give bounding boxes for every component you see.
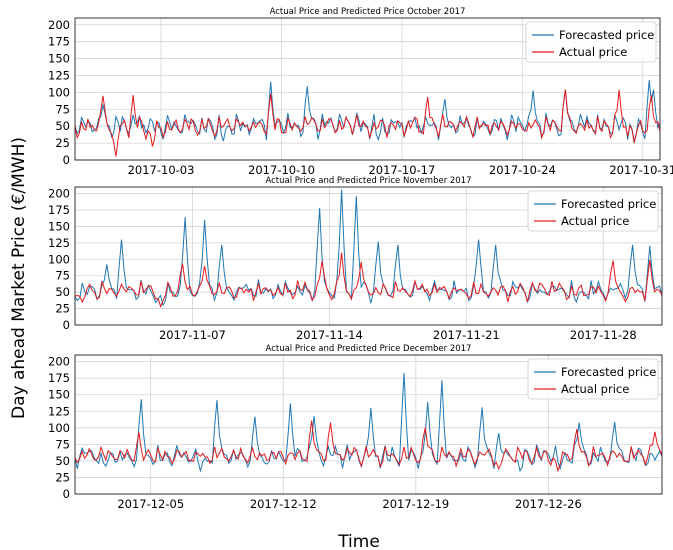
y-tick-label: 125 xyxy=(48,236,70,250)
series-line xyxy=(75,420,662,473)
chart-panel: Actual Price and Predicted Price Novembe… xyxy=(48,176,663,342)
plot-frame xyxy=(74,186,663,326)
x-tick-label: 2017-12-12 xyxy=(250,497,317,511)
y-tick-label: 0 xyxy=(63,487,70,501)
legend: Forecasted price Actual price xyxy=(527,358,659,400)
y-tick-label: 50 xyxy=(55,119,70,133)
y-axis-label: Day ahead Market Price (€/MWH) xyxy=(9,137,29,419)
legend: Forecasted price Actual price xyxy=(525,21,657,63)
legend-box xyxy=(525,21,657,63)
y-tick-label: 125 xyxy=(48,68,70,82)
y-tick-label: 0 xyxy=(63,318,70,332)
series-line xyxy=(75,80,660,142)
x-tick-label: 2017-12-19 xyxy=(382,497,449,511)
panel-title: Actual Price and Predicted Price October… xyxy=(270,7,466,17)
panel-title: Actual Price and Predicted Price Novembe… xyxy=(265,176,471,186)
y-tick-label: 150 xyxy=(48,388,70,402)
y-tick-label: 100 xyxy=(48,85,70,99)
x-tick-label: 2017-10-24 xyxy=(489,163,556,177)
y-tick-label: 75 xyxy=(55,437,70,451)
x-tick-label: 2017-11-28 xyxy=(570,328,637,342)
y-tick-label: 50 xyxy=(55,285,70,299)
legend-label: Actual price xyxy=(561,214,629,228)
legend-label: Forecasted price xyxy=(559,28,654,42)
y-tick-label: 150 xyxy=(48,219,70,233)
legend-label: Forecasted price xyxy=(561,365,656,379)
y-tick-label: 200 xyxy=(48,187,70,201)
plot-frame xyxy=(74,17,661,161)
legend-box xyxy=(527,358,659,400)
legend: Forecasted price Actual price xyxy=(527,190,659,232)
y-tick-label: 25 xyxy=(55,302,70,316)
chart-panel: Actual Price and Predicted Price Decembe… xyxy=(48,344,663,511)
y-tick-label: 200 xyxy=(48,355,70,369)
legend-label: Actual price xyxy=(559,45,627,59)
x-tick-label: 2017-12-05 xyxy=(117,497,184,511)
legend-label: Actual price xyxy=(561,382,629,396)
legend-label: Forecasted price xyxy=(561,197,656,211)
y-tick-label: 75 xyxy=(55,102,70,116)
chart-panels: Actual Price and Predicted Price October… xyxy=(48,7,673,511)
x-axis-label: Time xyxy=(337,532,380,550)
x-tick-label: 2017-12-26 xyxy=(515,497,582,511)
plot-frame xyxy=(74,354,663,495)
x-tick-label: 2017-11-21 xyxy=(433,328,500,342)
x-tick-label: 2017-11-07 xyxy=(159,328,226,342)
x-tick-label: 2017-11-14 xyxy=(296,328,363,342)
x-tick-label: 2017-10-03 xyxy=(128,163,195,177)
y-tick-label: 175 xyxy=(48,203,70,217)
legend-box xyxy=(527,190,659,232)
y-tick-label: 25 xyxy=(55,136,70,150)
y-tick-label: 25 xyxy=(55,470,70,484)
y-tick-label: 0 xyxy=(63,153,70,167)
x-tick-label: 2017-10-10 xyxy=(248,163,315,177)
series-line xyxy=(75,89,660,157)
x-tick-label: 2017-10-31 xyxy=(609,163,673,177)
y-tick-label: 100 xyxy=(48,421,70,435)
x-tick-label: 2017-10-17 xyxy=(368,163,435,177)
y-tick-label: 125 xyxy=(48,404,70,418)
y-tick-label: 175 xyxy=(48,371,70,385)
panel-title: Actual Price and Predicted Price Decembe… xyxy=(266,344,472,354)
y-tick-label: 200 xyxy=(48,18,70,32)
y-tick-label: 150 xyxy=(48,52,70,66)
chart-panel: Actual Price and Predicted Price October… xyxy=(48,7,673,177)
y-tick-label: 75 xyxy=(55,269,70,283)
y-tick-label: 175 xyxy=(48,35,70,49)
y-tick-label: 100 xyxy=(48,252,70,266)
y-tick-label: 50 xyxy=(55,454,70,468)
series-line xyxy=(75,252,662,309)
